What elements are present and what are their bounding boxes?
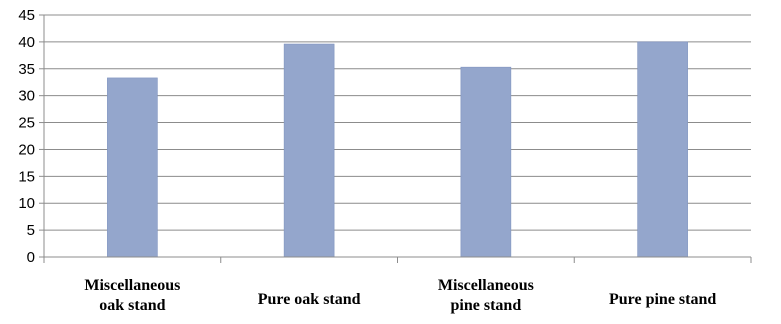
y-tick-label: 40 [18,34,35,51]
y-axis-tick-labels: 0 5 10 15 20 25 30 35 40 45 [18,7,44,266]
gridlines [44,14,751,231]
y-tick-label: 10 [18,195,35,212]
bar-4 [637,41,688,258]
category-label: pine stand [451,297,522,314]
y-tick-label: 5 [27,222,35,239]
y-tick-label: 0 [27,249,35,266]
bar-2 [283,43,335,258]
category-label: Miscellaneous [84,277,180,294]
y-tick-label: 25 [18,115,35,132]
x-axis-category-labels: Miscellaneous oak stand Pure oak stand Misc… [84,277,716,314]
y-tick-label: 30 [18,88,35,105]
category-label: Pure oak stand [258,291,361,308]
category-label: oak stand [99,297,165,314]
axes [43,15,752,263]
bar-3 [460,66,512,258]
bars [107,41,688,258]
y-tick-label: 15 [18,168,35,185]
category-label: Miscellaneous [438,277,534,294]
y-tick-label: 20 [18,141,35,158]
category-label: Pure pine stand [609,291,716,308]
y-tick-label: 35 [18,61,35,78]
y-tick-label: 45 [18,7,35,24]
bar-1 [107,77,158,258]
